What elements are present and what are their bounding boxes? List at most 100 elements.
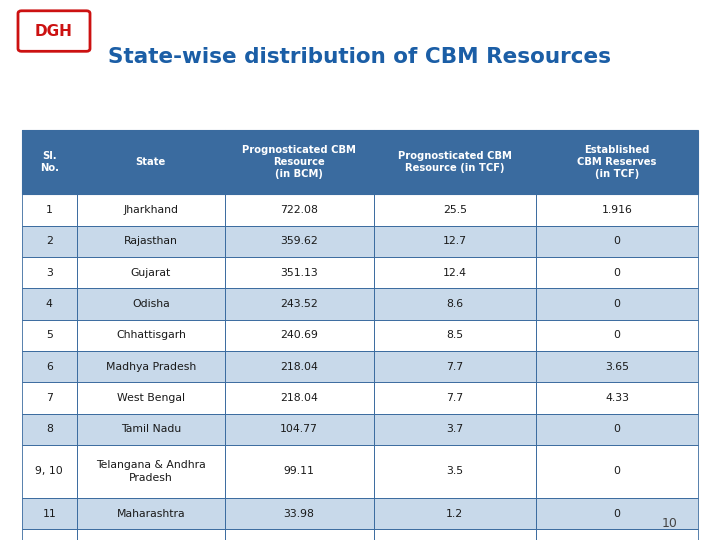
Bar bbox=[77, 194, 225, 226]
Bar bbox=[77, 226, 225, 257]
Bar bbox=[374, 529, 536, 540]
Bar bbox=[77, 382, 225, 414]
Bar bbox=[536, 130, 698, 194]
Text: DGH: DGH bbox=[35, 24, 73, 38]
Bar bbox=[77, 288, 225, 320]
Bar bbox=[536, 257, 698, 288]
Text: 104.77: 104.77 bbox=[280, 424, 318, 434]
Bar bbox=[77, 194, 225, 226]
Bar bbox=[374, 414, 536, 445]
Bar bbox=[225, 351, 374, 382]
Bar bbox=[77, 529, 225, 540]
Bar bbox=[374, 351, 536, 382]
Bar bbox=[22, 414, 77, 445]
Bar bbox=[225, 288, 374, 320]
Bar bbox=[77, 288, 225, 320]
Bar bbox=[77, 529, 225, 540]
Bar bbox=[225, 529, 374, 540]
Bar bbox=[22, 414, 77, 445]
Bar bbox=[22, 257, 77, 288]
Bar bbox=[22, 226, 77, 257]
Text: 8: 8 bbox=[46, 424, 53, 434]
Text: Maharashtra: Maharashtra bbox=[117, 509, 185, 518]
Bar bbox=[22, 445, 77, 498]
Text: Established
CBM Reserves
(in TCF): Established CBM Reserves (in TCF) bbox=[577, 145, 657, 179]
Text: 33.98: 33.98 bbox=[284, 509, 315, 518]
Bar bbox=[77, 498, 225, 529]
Bar bbox=[536, 351, 698, 382]
Bar bbox=[536, 130, 698, 194]
Text: Gujarat: Gujarat bbox=[131, 268, 171, 278]
Text: 240.69: 240.69 bbox=[280, 330, 318, 340]
Text: West Bengal: West Bengal bbox=[117, 393, 185, 403]
Bar bbox=[536, 226, 698, 257]
Bar bbox=[22, 130, 77, 194]
Bar bbox=[22, 194, 77, 226]
Bar bbox=[536, 529, 698, 540]
Bar bbox=[374, 445, 536, 498]
Bar bbox=[225, 257, 374, 288]
Bar bbox=[22, 382, 77, 414]
Text: 3: 3 bbox=[46, 268, 53, 278]
Bar bbox=[374, 445, 536, 498]
Text: 3.7: 3.7 bbox=[446, 424, 463, 434]
Bar bbox=[225, 414, 374, 445]
Bar bbox=[536, 498, 698, 529]
Bar bbox=[22, 288, 77, 320]
Text: 4: 4 bbox=[46, 299, 53, 309]
Bar bbox=[536, 445, 698, 498]
Text: 12.4: 12.4 bbox=[443, 268, 467, 278]
Bar bbox=[225, 351, 374, 382]
Bar bbox=[374, 382, 536, 414]
Bar bbox=[225, 226, 374, 257]
Text: 0: 0 bbox=[613, 424, 621, 434]
Bar bbox=[374, 130, 536, 194]
Bar bbox=[536, 288, 698, 320]
Text: 11: 11 bbox=[42, 509, 56, 518]
Bar bbox=[536, 194, 698, 226]
Bar bbox=[225, 382, 374, 414]
Bar bbox=[536, 498, 698, 529]
Bar bbox=[77, 414, 225, 445]
Bar bbox=[77, 382, 225, 414]
Text: 7: 7 bbox=[46, 393, 53, 403]
Text: 1.2: 1.2 bbox=[446, 509, 463, 518]
Bar bbox=[22, 445, 77, 498]
Bar bbox=[225, 320, 374, 351]
Text: 2: 2 bbox=[46, 237, 53, 246]
Text: 8.5: 8.5 bbox=[446, 330, 463, 340]
Text: 8.6: 8.6 bbox=[446, 299, 463, 309]
Bar bbox=[22, 382, 77, 414]
Bar bbox=[77, 414, 225, 445]
Bar bbox=[225, 257, 374, 288]
Bar bbox=[77, 351, 225, 382]
Bar bbox=[536, 382, 698, 414]
Bar bbox=[374, 226, 536, 257]
Bar bbox=[77, 320, 225, 351]
Text: Prognosticated CBM
Resource (in TCF): Prognosticated CBM Resource (in TCF) bbox=[398, 151, 512, 173]
Bar bbox=[77, 257, 225, 288]
Text: Tamil Nadu: Tamil Nadu bbox=[121, 424, 181, 434]
Bar bbox=[225, 498, 374, 529]
Bar bbox=[77, 445, 225, 498]
Bar bbox=[22, 498, 77, 529]
Bar bbox=[374, 351, 536, 382]
Bar bbox=[225, 130, 374, 194]
Bar bbox=[225, 445, 374, 498]
Bar bbox=[22, 498, 77, 529]
Bar bbox=[536, 194, 698, 226]
Bar bbox=[22, 226, 77, 257]
Bar bbox=[22, 257, 77, 288]
Bar bbox=[225, 529, 374, 540]
Bar bbox=[536, 288, 698, 320]
Bar bbox=[22, 529, 77, 540]
Bar bbox=[374, 320, 536, 351]
Bar bbox=[22, 351, 77, 382]
Text: 351.13: 351.13 bbox=[280, 268, 318, 278]
Bar bbox=[225, 194, 374, 226]
Bar bbox=[77, 320, 225, 351]
Text: 722.08: 722.08 bbox=[280, 205, 318, 215]
Bar bbox=[536, 414, 698, 445]
Bar bbox=[374, 288, 536, 320]
Text: 99.11: 99.11 bbox=[284, 467, 315, 476]
